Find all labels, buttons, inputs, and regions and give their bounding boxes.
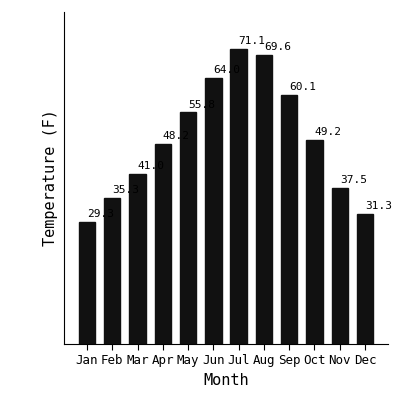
X-axis label: Month: Month (203, 373, 249, 388)
Bar (104, 198, 120, 344)
Text: 48.2: 48.2 (163, 131, 190, 141)
Text: 41.0: 41.0 (138, 161, 164, 171)
Text: 69.6: 69.6 (264, 42, 291, 52)
Bar (281, 94, 298, 344)
Bar (230, 49, 247, 344)
Bar (129, 174, 146, 344)
Y-axis label: Temperature (F): Temperature (F) (44, 110, 58, 246)
Bar (205, 78, 222, 344)
Text: 37.5: 37.5 (340, 176, 367, 186)
Text: 31.3: 31.3 (365, 201, 392, 211)
Text: 35.3: 35.3 (112, 185, 139, 194)
Bar (357, 214, 373, 344)
Text: 64.0: 64.0 (213, 66, 240, 76)
Bar (256, 55, 272, 344)
Bar (332, 188, 348, 344)
Bar (180, 112, 196, 344)
Text: 55.8: 55.8 (188, 100, 215, 110)
Bar (79, 222, 95, 344)
Text: 49.2: 49.2 (314, 127, 342, 137)
Bar (154, 144, 171, 344)
Text: 71.1: 71.1 (239, 36, 266, 46)
Text: 60.1: 60.1 (289, 82, 316, 92)
Text: 29.3: 29.3 (87, 210, 114, 220)
Bar (306, 140, 323, 344)
